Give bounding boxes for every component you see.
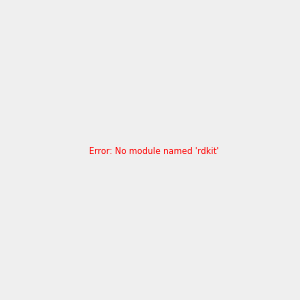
Text: Error: No module named 'rdkit': Error: No module named 'rdkit' [89,147,219,156]
